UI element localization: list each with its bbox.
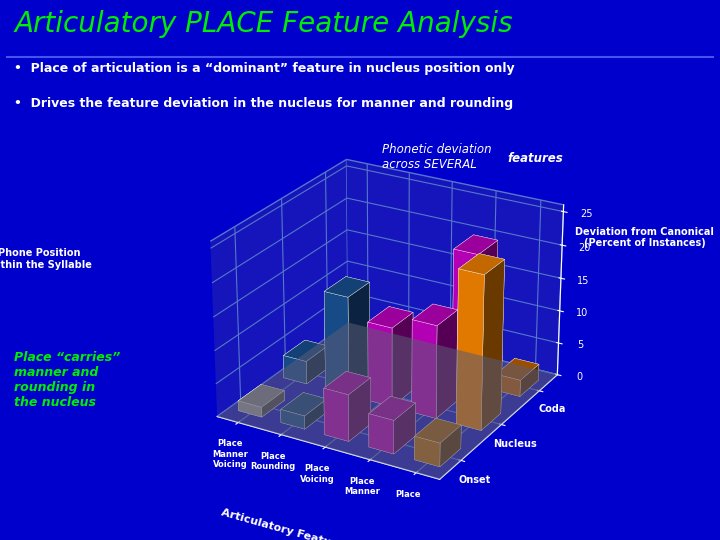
Text: •  Place of articulation is a “dominant” feature in nucleus position only: • Place of articulation is a “dominant” … [14, 62, 515, 75]
X-axis label: Articulatory Features: Articulatory Features [220, 507, 351, 540]
Text: Place “carries”
manner and
rounding in
the nucleus: Place “carries” manner and rounding in t… [14, 351, 121, 409]
Text: features: features [508, 152, 563, 165]
Text: Articulatory PLACE Feature Analysis: Articulatory PLACE Feature Analysis [14, 10, 513, 37]
Text: Phone Position
within the Syllable: Phone Position within the Syllable [0, 248, 91, 270]
Text: Deviation from Canonical
(Percent of Instances): Deviation from Canonical (Percent of Ins… [575, 227, 714, 248]
Text: Phonetic deviation
across SEVERAL: Phonetic deviation across SEVERAL [382, 143, 491, 171]
Text: •  Drives the feature deviation in the nucleus for manner and rounding: • Drives the feature deviation in the nu… [14, 97, 513, 110]
